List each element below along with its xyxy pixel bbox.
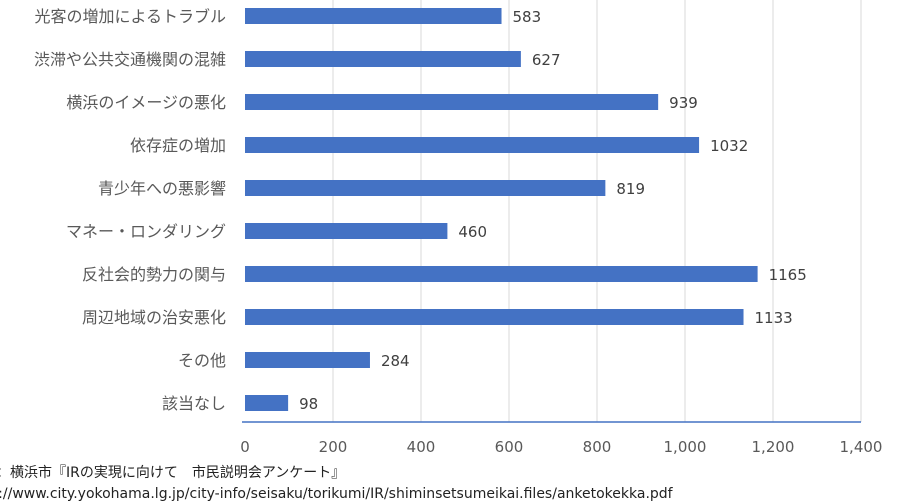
bar [245, 137, 700, 153]
category-label: マネー・ロンダリング [66, 222, 226, 241]
category-label: 依存症の増加 [130, 136, 226, 155]
value-label: 1133 [755, 309, 793, 327]
category-label: 青少年への悪影響 [98, 179, 226, 198]
category-label: 周辺地域の治安悪化 [82, 308, 226, 327]
bar [245, 94, 659, 110]
bar [245, 51, 521, 67]
source-url: ps://www.city.yokohama.lg.jp/city-info/s… [0, 486, 673, 502]
x-tick-label: 0 [240, 438, 250, 456]
x-tick-label: 200 [319, 438, 348, 456]
category-label: 横浜のイメージの悪化 [66, 93, 226, 112]
category-labels: 光客の増加によるトラブル渋滞や公共交通機関の混雑横浜のイメージの悪化依存症の増加… [34, 7, 226, 413]
x-tick-label: 1,200 [752, 438, 795, 456]
value-label: 98 [299, 395, 318, 413]
x-tick-label: 400 [407, 438, 436, 456]
category-label: その他 [178, 351, 226, 370]
category-label: 反社会的勢力の関与 [82, 265, 226, 284]
x-tick-label: 800 [583, 438, 612, 456]
source-note: 典：横浜市『IRの実現に向けて 市民説明会アンケート』 [0, 465, 346, 481]
x-tick-label: 1,000 [664, 438, 707, 456]
category-label: 光客の増加によるトラブル [34, 7, 226, 26]
value-label: 627 [532, 51, 561, 69]
value-label: 1032 [710, 137, 748, 155]
x-axis-tick-labels: 0 200 400 600 800 1,000 1,200 1,400 [240, 438, 882, 456]
value-label: 583 [513, 8, 542, 26]
bars [245, 8, 758, 411]
bar [245, 266, 758, 282]
bar [245, 8, 502, 24]
grid-lines [332, 0, 862, 422]
bar [245, 309, 744, 325]
value-label: 939 [669, 94, 698, 112]
bar [245, 223, 448, 239]
value-label: 1165 [769, 266, 807, 284]
value-label: 284 [381, 352, 410, 370]
value-labels: 583 627 939 1032 819 460 1165 1133 284 98 [299, 8, 807, 413]
value-label: 819 [616, 180, 645, 198]
x-tick-label: 1,400 [840, 438, 883, 456]
value-label: 460 [458, 223, 487, 241]
x-tick-label: 600 [495, 438, 524, 456]
category-label: 該当なし [162, 394, 226, 413]
bar [245, 352, 370, 368]
category-label: 渋滞や公共交通機関の混雑 [34, 50, 226, 69]
bar [245, 180, 606, 196]
bar [245, 395, 289, 411]
